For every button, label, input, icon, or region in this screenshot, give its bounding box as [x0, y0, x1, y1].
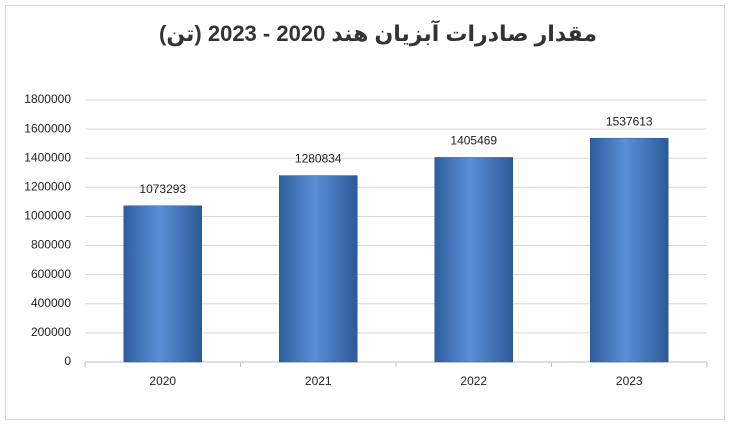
x-tick-label: 2020: [149, 374, 176, 388]
y-tick-label: 1600000: [24, 121, 71, 135]
y-tick-label: 1200000: [24, 180, 71, 194]
y-tick-label: 200000: [31, 325, 71, 339]
data-label: 1537613: [606, 114, 653, 128]
data-label: 1280834: [295, 152, 342, 166]
y-tick-label: 400000: [31, 296, 71, 310]
chart-title: مقدار صادرات آبزیان هند 2020 - 2023 (تن): [159, 19, 597, 47]
bar: [434, 157, 513, 363]
x-tick-label: 2023: [616, 374, 643, 388]
y-tick-label: 1400000: [24, 150, 71, 164]
x-tick-label: 2022: [460, 374, 487, 388]
bar: [123, 205, 202, 363]
y-tick-label: 600000: [31, 267, 71, 281]
bar: [279, 175, 358, 363]
y-tick-label: 1000000: [24, 209, 71, 223]
x-tick-label: 2021: [305, 374, 332, 388]
y-tick-label: 0: [64, 354, 71, 368]
data-label: 1073293: [139, 182, 186, 196]
y-tick-label: 800000: [31, 238, 71, 252]
y-tick-label: 1800000: [24, 92, 71, 106]
data-label: 1405469: [450, 134, 497, 148]
bar: [590, 137, 669, 363]
